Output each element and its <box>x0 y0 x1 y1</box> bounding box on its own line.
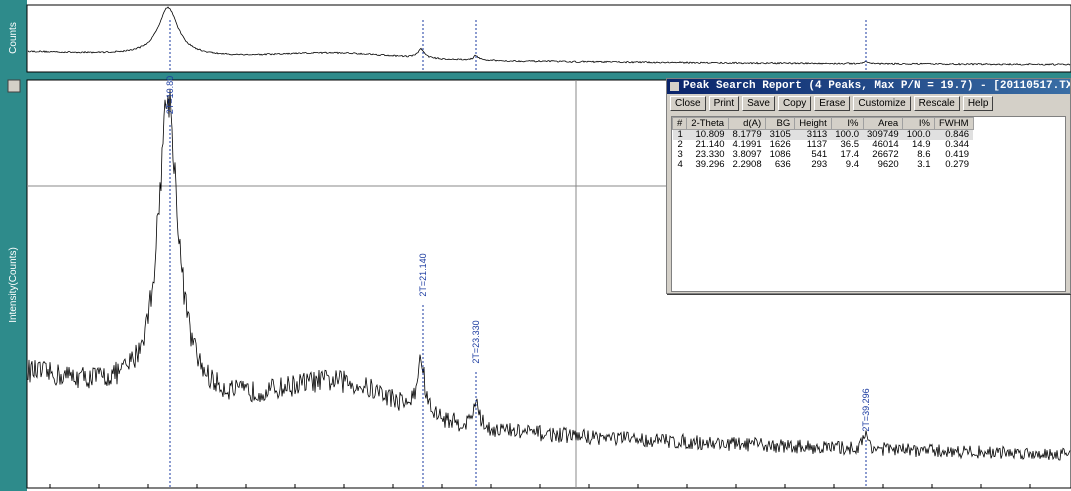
toolbar-button[interactable]: Save <box>742 96 775 111</box>
table-cell: 1 <box>672 129 687 140</box>
table-cell: 26672 <box>872 149 899 160</box>
table-cell: 2 <box>677 139 683 150</box>
column-header: BG <box>765 117 796 130</box>
column-header: Height <box>794 117 832 130</box>
table-cell: 39.296 <box>695 159 725 170</box>
column-header: d(A) <box>728 117 767 130</box>
table-cell: 9.4 <box>845 159 859 170</box>
table-cell: 1626 <box>769 139 791 150</box>
peak-label: 2T=21.140 <box>418 253 428 296</box>
main-trace <box>27 89 1071 461</box>
table-cell: 14.9 <box>911 139 931 150</box>
table-cell: 3.8097 <box>732 149 762 160</box>
column-header: FWHM <box>933 117 974 130</box>
panel-button[interactable] <box>7 79 21 93</box>
table-cell: 3 <box>677 149 683 160</box>
table-cell: 100.0 <box>831 129 863 140</box>
table-cell: 309749 <box>863 129 903 140</box>
column-header: I% <box>830 117 864 130</box>
table-cell: 541 <box>811 149 828 160</box>
report-title: Peak Search Report (4 Peaks, Max P/N = 1… <box>667 79 1070 94</box>
column-header: # <box>671 117 688 130</box>
table-cell: 100.0 <box>902 129 935 140</box>
column-header: I% <box>902 117 935 130</box>
table-cell: 293 <box>811 159 828 170</box>
table-cell: 0.344 <box>945 139 970 150</box>
table-cell: 3113 <box>794 129 832 140</box>
toolbar-button[interactable]: Copy <box>777 96 812 111</box>
table-cell: 17.4 <box>840 149 860 160</box>
table-cell: 10.809 <box>686 129 729 140</box>
top-trace <box>27 6 1071 66</box>
traces: 2T=10.80 2T=21.140 2T=23.330 2T=39.296 <box>27 6 1071 488</box>
peak-label: 2T=23.330 <box>471 320 481 363</box>
main-y-label: Intensity(Counts) <box>8 247 19 323</box>
top-y-label: Counts <box>8 22 19 54</box>
separator <box>27 72 1071 80</box>
table-cell: 1137 <box>806 139 828 150</box>
table-cell: 0.419 <box>945 149 970 160</box>
table-row: 4 39.296 2.2908 636 293 9.4 9620 3.1 0.279 <box>673 160 974 170</box>
table-cell: 2.2908 <box>732 159 762 170</box>
report-table-area: #2-Theta d(A) BG Height I% Area I% FWHM 1 10.809 8… <box>671 116 1066 292</box>
table-cell: 8.6 <box>917 149 931 160</box>
report-table: #2-Theta d(A) BG Height I% Area I% FWHM 1 10.809 8… <box>671 117 974 170</box>
peak-label: 2T=10.80 <box>165 76 175 114</box>
toolbar-button[interactable]: Close <box>670 96 706 111</box>
table-row: 3 23.330 3.8097 1086 541 17.4 26672 8.6 0.419 <box>673 150 974 160</box>
table-cell: 46014 <box>872 139 899 150</box>
report-window: Peak Search Report (4 Peaks, Max P/N = 1… <box>666 78 1071 294</box>
table-row: 2 21.140 4.1991 1626 1137 36.5 46014 14.9 0.344 <box>673 140 974 150</box>
table-cell: 9620 <box>877 159 899 170</box>
table-cell: 0.279 <box>945 159 970 170</box>
toolbar-button[interactable]: Print <box>708 96 740 111</box>
toolbar-button[interactable]: Erase <box>814 96 851 111</box>
toolbar-button[interactable]: Customize <box>853 96 911 111</box>
table-row: 1 10.809 8.1779 3105 3113 100.0 309749 100.0 0.8… <box>672 129 974 140</box>
table-cell: 36.5 <box>840 139 860 150</box>
table-cell: 23.330 <box>695 149 725 160</box>
table-cell: 4 <box>677 159 683 170</box>
table-cell: 0.846 <box>934 129 974 140</box>
toolbar: Close Print Save Copy Erase Customize Rescale H… <box>667 94 1070 113</box>
table-cell: 4.1991 <box>732 139 762 150</box>
table-cell: 8.1779 <box>728 129 766 140</box>
peak-label: 2T=39.296 <box>861 388 871 431</box>
toolbar-button[interactable]: Help <box>962 96 994 111</box>
header-row: #2-Theta d(A) BG Height I% Area I% FWHM <box>671 117 974 130</box>
top-panel <box>26 4 1071 73</box>
table-cell: 3.1 <box>917 159 931 170</box>
table-cell: 636 <box>774 159 791 170</box>
left-strip <box>0 0 27 491</box>
table-cell: 1086 <box>769 149 791 160</box>
table-cell: 21.140 <box>695 139 725 150</box>
column-header: Area <box>862 117 904 130</box>
table-cell: 3105 <box>765 129 795 140</box>
toolbar-button[interactable]: Rescale <box>913 96 960 111</box>
column-header: 2-Theta <box>686 117 730 130</box>
